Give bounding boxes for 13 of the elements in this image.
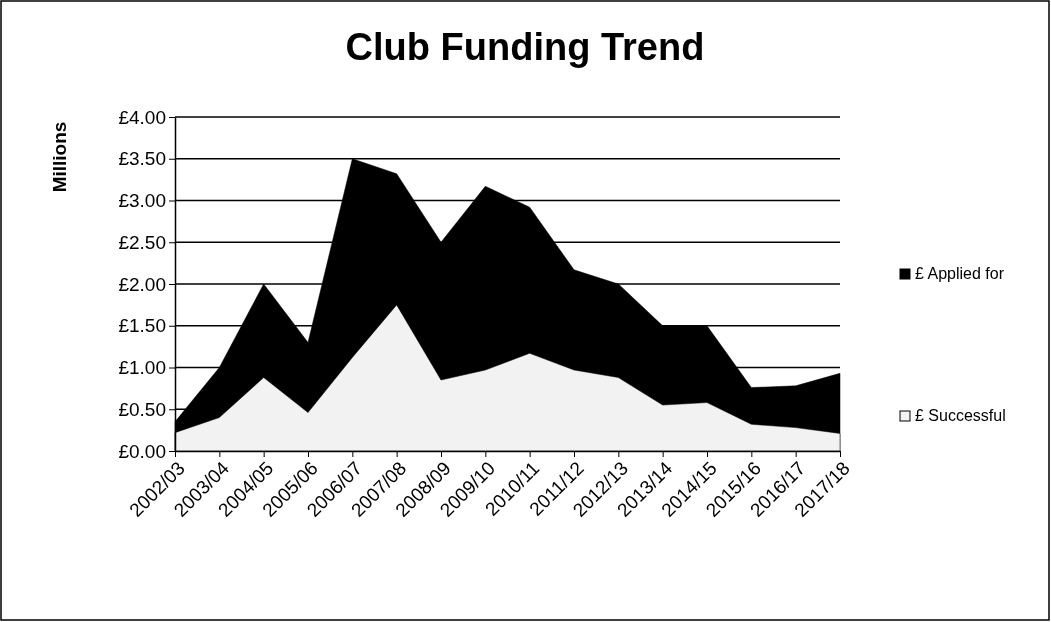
y-tick-label: £3.00 xyxy=(118,190,166,212)
y-tick-label: £0.00 xyxy=(118,440,166,462)
chart-title: Club Funding Trend xyxy=(345,26,705,68)
y-tick-label: £1.50 xyxy=(118,315,166,337)
y-tick-label: £2.50 xyxy=(118,231,166,253)
y-tick-label: £1.00 xyxy=(118,357,166,379)
y-tick-label: £4.00 xyxy=(118,106,166,128)
y-tick-label: £0.50 xyxy=(118,398,166,420)
legend-label: £ Successful xyxy=(915,407,1006,424)
y-axis-title: Millions xyxy=(49,121,70,193)
legend-label: £ Applied for xyxy=(915,265,1005,282)
y-tick-label: £3.50 xyxy=(118,148,166,170)
y-tick-label: £2.00 xyxy=(118,273,166,295)
